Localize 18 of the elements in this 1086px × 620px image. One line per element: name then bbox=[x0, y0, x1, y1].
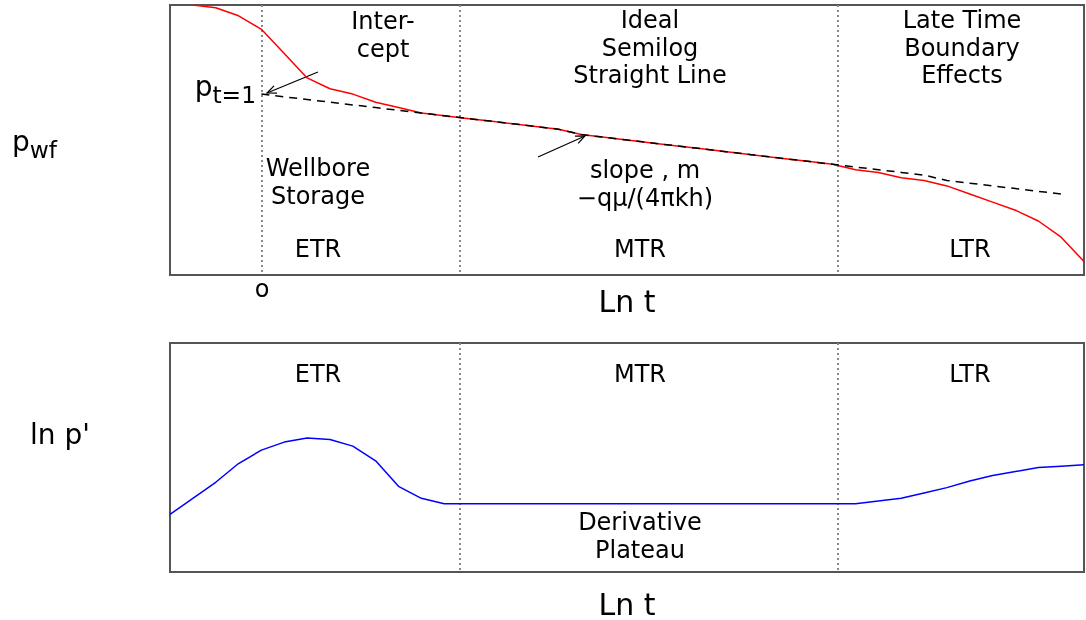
annotation: Derivative Plateau bbox=[578, 508, 702, 565]
text: ETR bbox=[294, 360, 342, 389]
annotation: slope , m −qμ/(4πkh) bbox=[576, 156, 714, 213]
y-axis-title: p$_{wf}$ bbox=[12, 125, 58, 164]
y-axis-title: ln p' bbox=[30, 417, 90, 452]
annotation: Late Time Boundary Effects bbox=[902, 5, 1022, 90]
x-axis-title: Ln t bbox=[598, 283, 656, 320]
annotation: LTR bbox=[949, 235, 991, 264]
text: LTR bbox=[949, 360, 991, 389]
annotation: ETR bbox=[294, 235, 342, 264]
annotation: Ideal Semilog Straight Line bbox=[573, 5, 727, 90]
annotation: Wellbore Storage bbox=[265, 154, 371, 211]
x-axis-title: Ln t bbox=[598, 586, 656, 620]
text: o bbox=[254, 275, 270, 304]
annotation: Inter- cept bbox=[351, 7, 415, 64]
text: MTR bbox=[613, 360, 667, 389]
annotation: MTR bbox=[613, 235, 667, 264]
annotation: p$_{t=1}$ bbox=[194, 70, 256, 109]
